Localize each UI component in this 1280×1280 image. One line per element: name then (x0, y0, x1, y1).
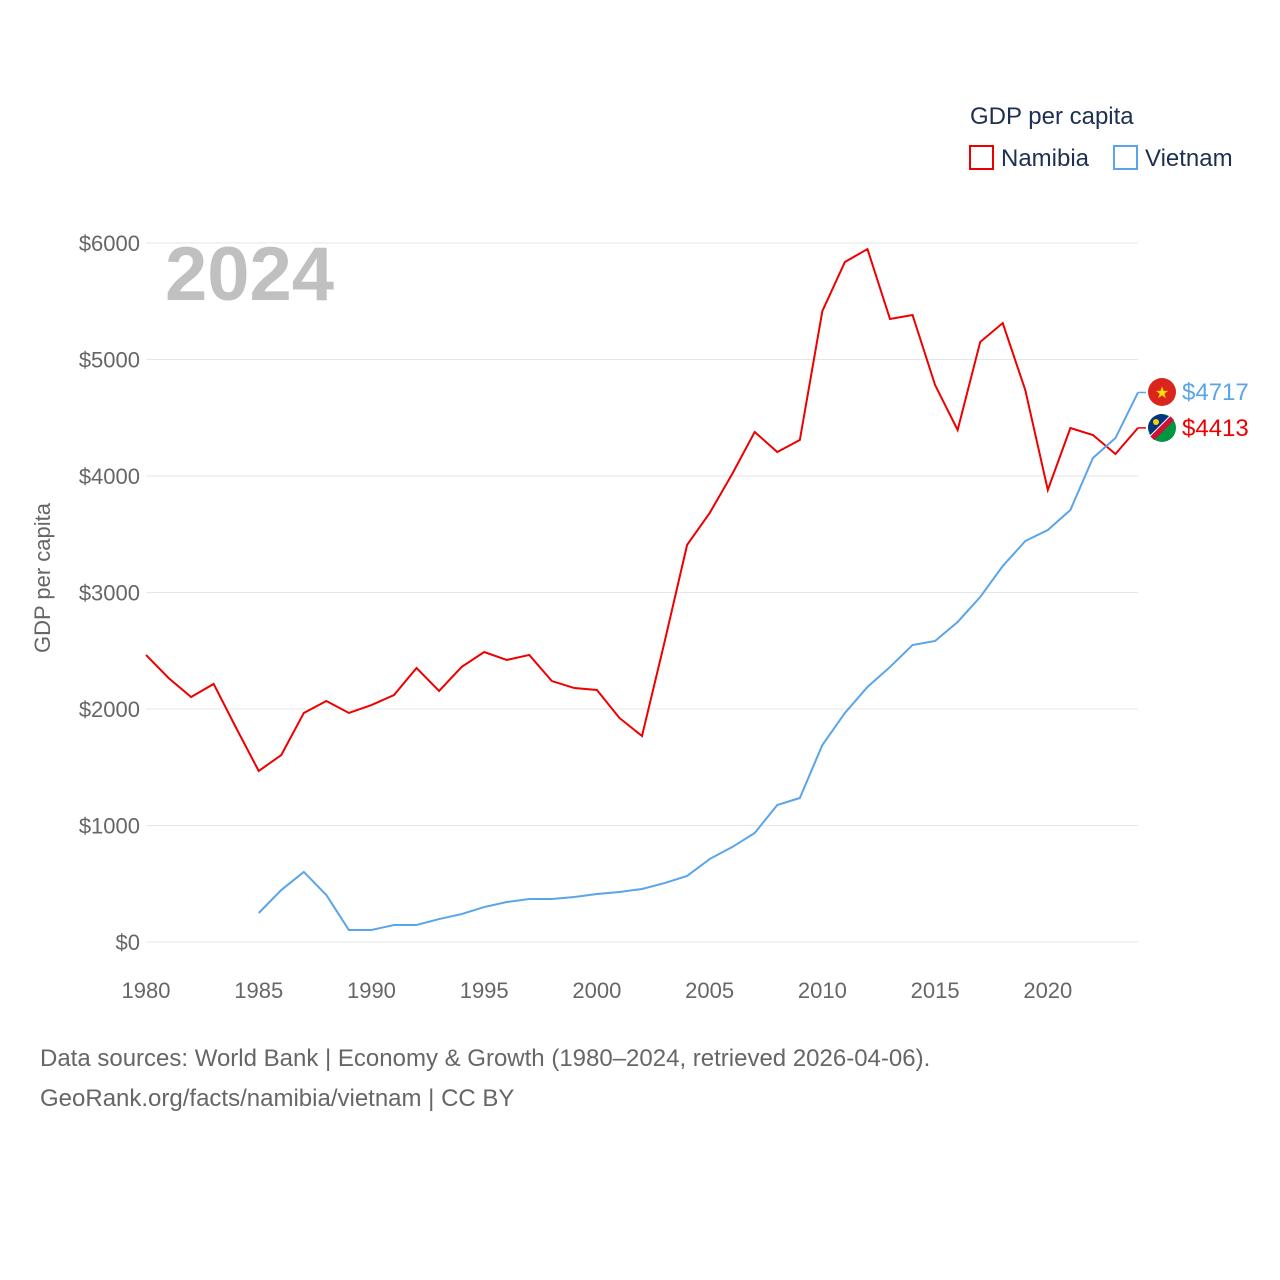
x-tick-label: 2010 (798, 978, 847, 1003)
y-axis-label: GDP per capita (30, 502, 55, 653)
end-value-label-namibia: $4413 (1182, 415, 1249, 442)
y-tick-label: $1000 (79, 814, 140, 839)
legend-swatch-namibia (969, 145, 994, 170)
x-tick-label: 2000 (572, 978, 621, 1003)
x-tick-label: 2020 (1023, 978, 1072, 1003)
x-tick-label: 1985 (234, 978, 283, 1003)
vietnam-flag-icon: ★ (1148, 378, 1176, 406)
y-tick-label: $5000 (79, 348, 140, 373)
y-tick-label: $0 (116, 930, 140, 955)
end-value-label-vietnam: $4717 (1182, 379, 1249, 406)
svg-text:★: ★ (1155, 385, 1169, 402)
legend-title: GDP per capita (970, 103, 1134, 130)
namibia-flag-icon (1148, 414, 1176, 442)
series-line-namibia (145, 247, 1139, 773)
year-watermark: 2024 (165, 232, 334, 317)
footer-attribution: GeoRank.org/facts/namibia/vietnam | CC B… (40, 1085, 515, 1112)
x-tick-label: 2005 (685, 978, 734, 1003)
x-tick-label: 1990 (347, 978, 396, 1003)
x-tick-label: 2015 (911, 978, 960, 1003)
y-tick-label: $6000 (79, 231, 140, 256)
legend-swatch-vietnam (1113, 145, 1138, 170)
y-tick-label: $2000 (79, 697, 140, 722)
legend-label-namibia[interactable]: Namibia (1001, 145, 1090, 172)
footer-sources: Data sources: World Bank | Economy & Gro… (40, 1045, 931, 1072)
series-line-vietnam (258, 392, 1139, 932)
y-tick-label: $4000 (79, 464, 140, 489)
y-tick-label: $3000 (79, 581, 140, 606)
x-tick-label: 1995 (460, 978, 509, 1003)
x-tick-label: 1980 (122, 978, 171, 1003)
legend-label-vietnam[interactable]: Vietnam (1145, 145, 1233, 172)
